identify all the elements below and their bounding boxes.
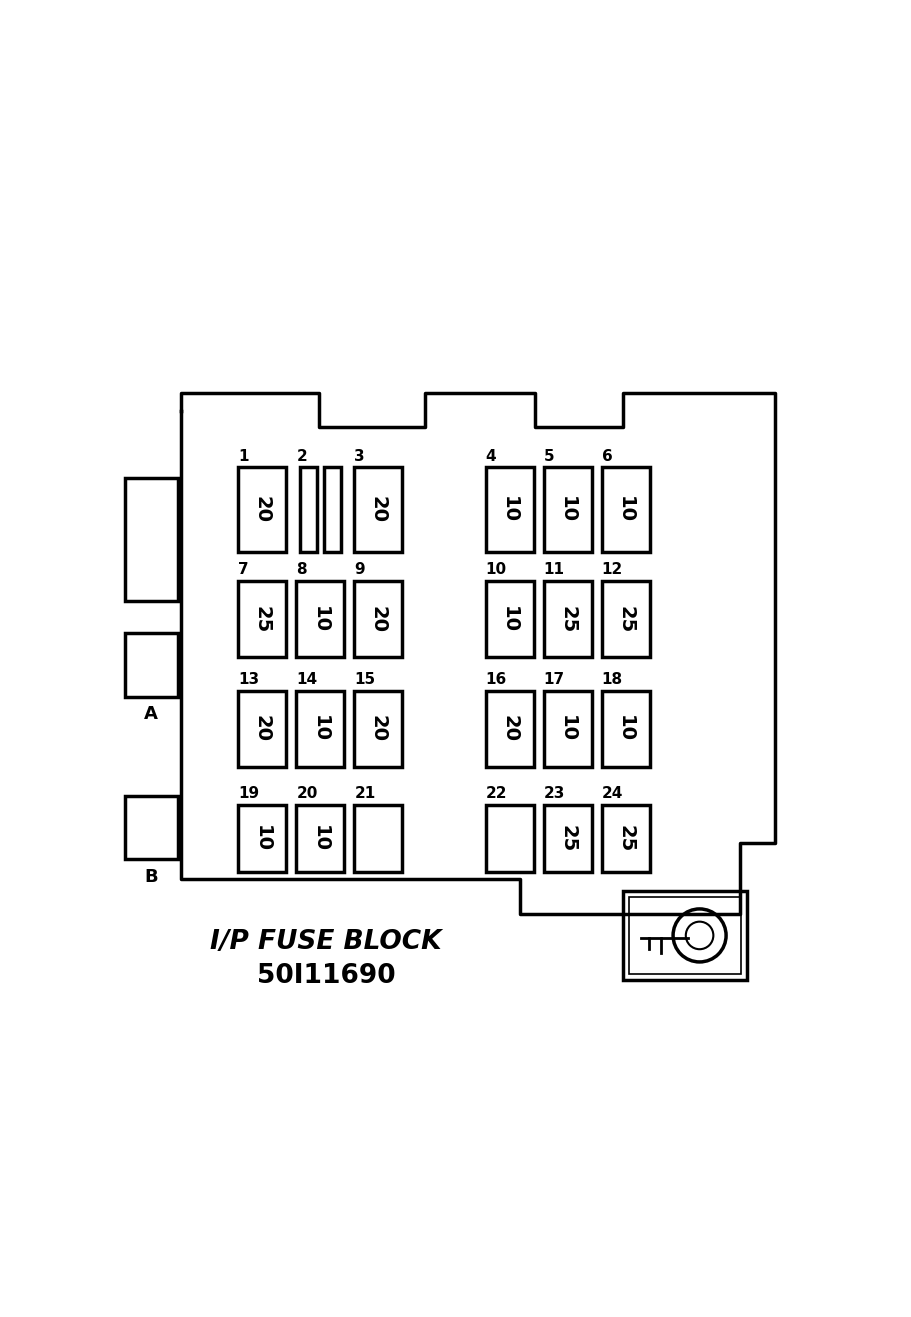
Text: 10: 10 xyxy=(252,824,271,852)
Bar xyxy=(601,581,649,657)
Text: 7: 7 xyxy=(238,562,249,577)
Bar xyxy=(628,897,740,975)
Bar xyxy=(238,581,286,657)
Text: 25: 25 xyxy=(558,824,577,852)
Bar xyxy=(486,690,533,766)
Text: 25: 25 xyxy=(558,606,577,632)
Text: 20: 20 xyxy=(368,715,387,743)
Bar xyxy=(353,581,402,657)
Text: 12: 12 xyxy=(601,562,622,577)
Text: 13: 13 xyxy=(238,672,260,687)
Text: 10: 10 xyxy=(500,606,518,632)
Bar xyxy=(543,690,591,766)
Text: 11: 11 xyxy=(543,562,564,577)
Text: 15: 15 xyxy=(353,672,375,687)
Bar xyxy=(486,581,533,657)
Bar xyxy=(300,468,317,552)
Text: 10: 10 xyxy=(311,824,330,852)
Text: 6: 6 xyxy=(601,449,612,464)
Bar xyxy=(125,633,178,697)
Text: 10: 10 xyxy=(311,715,330,743)
Text: 50I11690: 50I11690 xyxy=(256,963,395,989)
Text: 25: 25 xyxy=(616,606,635,632)
Bar xyxy=(601,690,649,766)
Text: 5: 5 xyxy=(543,449,554,464)
Bar xyxy=(353,468,402,552)
Text: 10: 10 xyxy=(311,606,330,632)
Text: 1: 1 xyxy=(238,449,249,464)
Text: 10: 10 xyxy=(500,497,518,523)
Bar xyxy=(323,468,341,552)
Bar xyxy=(296,581,344,657)
Bar xyxy=(125,478,178,602)
Bar xyxy=(543,468,591,552)
Text: I/P FUSE BLOCK: I/P FUSE BLOCK xyxy=(210,930,441,955)
Bar xyxy=(296,690,344,766)
Bar xyxy=(353,805,402,872)
Bar xyxy=(486,468,533,552)
Text: 25: 25 xyxy=(616,824,635,852)
Text: 21: 21 xyxy=(353,786,375,801)
Text: 22: 22 xyxy=(486,786,507,801)
Text: 20: 20 xyxy=(368,606,387,632)
Text: 3: 3 xyxy=(353,449,364,464)
Text: 8: 8 xyxy=(296,562,307,577)
Text: 20: 20 xyxy=(296,786,317,801)
Text: 24: 24 xyxy=(601,786,622,801)
Text: 16: 16 xyxy=(486,672,507,687)
Text: A: A xyxy=(144,706,158,723)
Text: 10: 10 xyxy=(616,715,635,743)
Bar xyxy=(622,892,746,980)
Text: 10: 10 xyxy=(616,497,635,523)
Text: 23: 23 xyxy=(543,786,565,801)
Text: 17: 17 xyxy=(543,672,564,687)
Bar xyxy=(238,805,286,872)
Bar xyxy=(601,468,649,552)
Bar xyxy=(486,805,533,872)
Bar xyxy=(238,468,286,552)
Bar xyxy=(296,805,344,872)
Text: 10: 10 xyxy=(486,562,507,577)
Text: 20: 20 xyxy=(252,715,271,743)
Text: 18: 18 xyxy=(601,672,622,687)
Bar xyxy=(543,581,591,657)
Bar xyxy=(543,805,591,872)
Text: 19: 19 xyxy=(238,786,260,801)
Bar xyxy=(353,690,402,766)
Text: 20: 20 xyxy=(500,715,518,743)
Text: 2: 2 xyxy=(296,449,307,464)
Text: 4: 4 xyxy=(486,449,496,464)
Text: 14: 14 xyxy=(296,672,317,687)
Text: 20: 20 xyxy=(368,497,387,523)
Bar xyxy=(238,690,286,766)
Text: 25: 25 xyxy=(252,606,271,632)
Text: 20: 20 xyxy=(252,497,271,523)
Text: 9: 9 xyxy=(353,562,364,577)
Text: 10: 10 xyxy=(558,497,577,523)
Bar xyxy=(125,795,178,860)
Text: B: B xyxy=(144,868,158,886)
Bar xyxy=(601,805,649,872)
Text: 10: 10 xyxy=(558,715,577,743)
